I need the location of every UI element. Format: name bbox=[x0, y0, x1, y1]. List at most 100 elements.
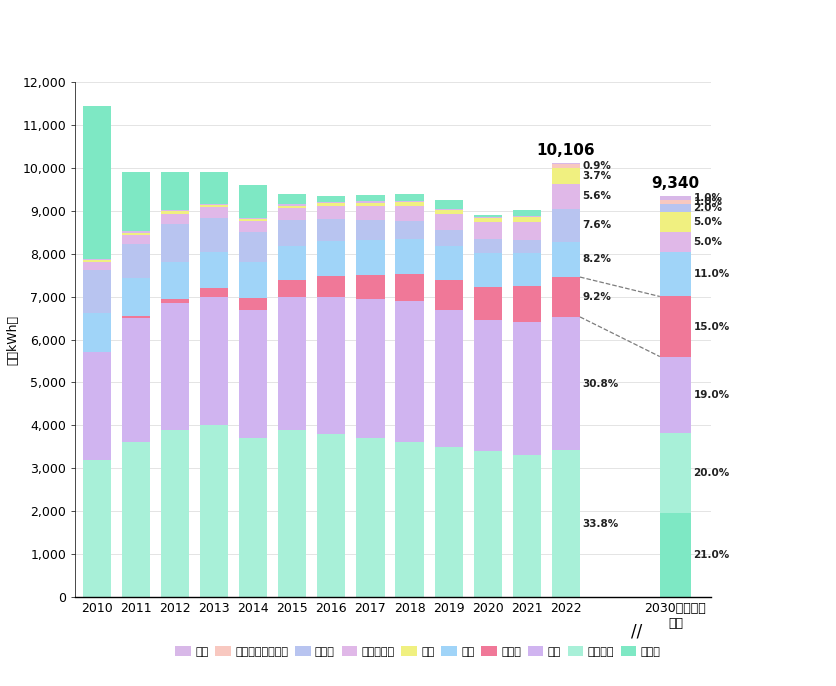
Bar bbox=[474, 215, 502, 217]
Bar bbox=[552, 163, 580, 165]
Text: 5.0%: 5.0% bbox=[693, 217, 722, 227]
Bar bbox=[435, 230, 462, 246]
Bar bbox=[122, 316, 150, 318]
Bar bbox=[660, 233, 691, 252]
Bar bbox=[512, 286, 541, 322]
Bar bbox=[200, 207, 228, 218]
Bar bbox=[83, 460, 111, 597]
Bar bbox=[278, 204, 306, 206]
Bar bbox=[395, 239, 424, 274]
Bar bbox=[435, 246, 462, 280]
Bar bbox=[474, 217, 502, 222]
Bar bbox=[161, 210, 189, 211]
Text: //: // bbox=[630, 622, 642, 640]
Bar bbox=[318, 276, 345, 296]
Bar bbox=[318, 297, 345, 434]
Text: 2.0%: 2.0% bbox=[693, 203, 722, 213]
Bar bbox=[161, 262, 189, 299]
Text: 9.2%: 9.2% bbox=[583, 292, 611, 302]
Bar bbox=[200, 296, 228, 425]
Bar bbox=[83, 260, 111, 261]
Bar bbox=[552, 168, 580, 185]
Text: 7.6%: 7.6% bbox=[583, 220, 611, 230]
Bar bbox=[239, 438, 268, 597]
Text: 図表1 日本の総発電電力量の推移  （2030年の政府目標含む）: 図表1 日本の総発電電力量の推移 （2030年の政府目標含む） bbox=[221, 26, 615, 46]
Bar bbox=[122, 233, 150, 235]
Bar bbox=[512, 217, 541, 222]
Legend: 地熱, 水素・アンモニア, 石油等, バイオマス, 風力, 水力, 太陽光, 石炭, 天然ガス, 原子力: 地熱, 水素・アンモニア, 石油等, バイオマス, 風力, 水力, 太陽光, 石… bbox=[171, 642, 665, 661]
Bar bbox=[318, 219, 345, 241]
Text: 11.0%: 11.0% bbox=[693, 270, 730, 279]
Bar bbox=[552, 317, 580, 451]
Bar bbox=[435, 280, 462, 309]
Bar bbox=[278, 194, 306, 204]
Bar bbox=[239, 222, 268, 233]
Bar bbox=[200, 252, 228, 288]
Text: 3.7%: 3.7% bbox=[583, 172, 611, 181]
Bar bbox=[318, 241, 345, 276]
Bar bbox=[161, 299, 189, 303]
Bar bbox=[122, 442, 150, 597]
Bar bbox=[122, 235, 150, 244]
Bar bbox=[512, 322, 541, 456]
Text: 9,340: 9,340 bbox=[651, 176, 700, 191]
Bar bbox=[552, 241, 580, 277]
Bar bbox=[83, 106, 111, 259]
Text: 30.8%: 30.8% bbox=[583, 379, 619, 389]
Bar bbox=[512, 252, 541, 286]
Bar bbox=[356, 240, 385, 275]
Bar bbox=[435, 309, 462, 447]
Bar bbox=[83, 259, 111, 260]
Bar bbox=[200, 425, 228, 597]
Bar bbox=[239, 233, 268, 263]
Bar bbox=[83, 351, 111, 353]
Bar bbox=[83, 270, 111, 313]
Bar bbox=[239, 262, 268, 298]
Text: 5.0%: 5.0% bbox=[693, 237, 722, 248]
Bar bbox=[660, 512, 691, 597]
Bar bbox=[660, 213, 691, 233]
Bar bbox=[239, 298, 268, 309]
Bar bbox=[356, 220, 385, 240]
Bar bbox=[239, 217, 268, 219]
Bar bbox=[552, 185, 580, 209]
Bar bbox=[318, 203, 345, 206]
Bar bbox=[239, 219, 268, 221]
Bar bbox=[552, 451, 580, 597]
Bar bbox=[278, 281, 306, 296]
Bar bbox=[161, 213, 189, 224]
Bar bbox=[474, 239, 502, 252]
Bar bbox=[395, 202, 424, 206]
Bar bbox=[660, 196, 691, 200]
Bar bbox=[395, 221, 424, 239]
Bar bbox=[161, 172, 189, 210]
Bar bbox=[660, 200, 691, 204]
Bar bbox=[161, 224, 189, 263]
Bar bbox=[200, 172, 228, 204]
Text: 19.0%: 19.0% bbox=[693, 390, 730, 399]
Bar bbox=[474, 451, 502, 597]
Text: 5.6%: 5.6% bbox=[583, 191, 611, 202]
Bar bbox=[122, 172, 150, 231]
Bar bbox=[395, 193, 424, 201]
Text: 21.0%: 21.0% bbox=[693, 549, 730, 560]
Bar bbox=[200, 288, 228, 296]
Bar bbox=[660, 433, 691, 512]
Bar bbox=[474, 320, 502, 451]
Bar bbox=[356, 275, 385, 299]
Bar bbox=[395, 206, 424, 221]
Bar bbox=[122, 279, 150, 316]
Text: 10,106: 10,106 bbox=[537, 143, 595, 158]
Bar bbox=[395, 301, 424, 442]
Bar bbox=[278, 220, 306, 246]
Bar bbox=[278, 206, 306, 209]
Bar bbox=[474, 222, 502, 239]
Bar bbox=[200, 218, 228, 252]
Bar bbox=[395, 442, 424, 597]
Bar bbox=[435, 214, 462, 230]
Bar bbox=[161, 429, 189, 597]
Bar bbox=[395, 274, 424, 301]
Bar bbox=[239, 309, 268, 438]
Text: 0.9%: 0.9% bbox=[583, 161, 611, 172]
Bar bbox=[318, 196, 345, 202]
